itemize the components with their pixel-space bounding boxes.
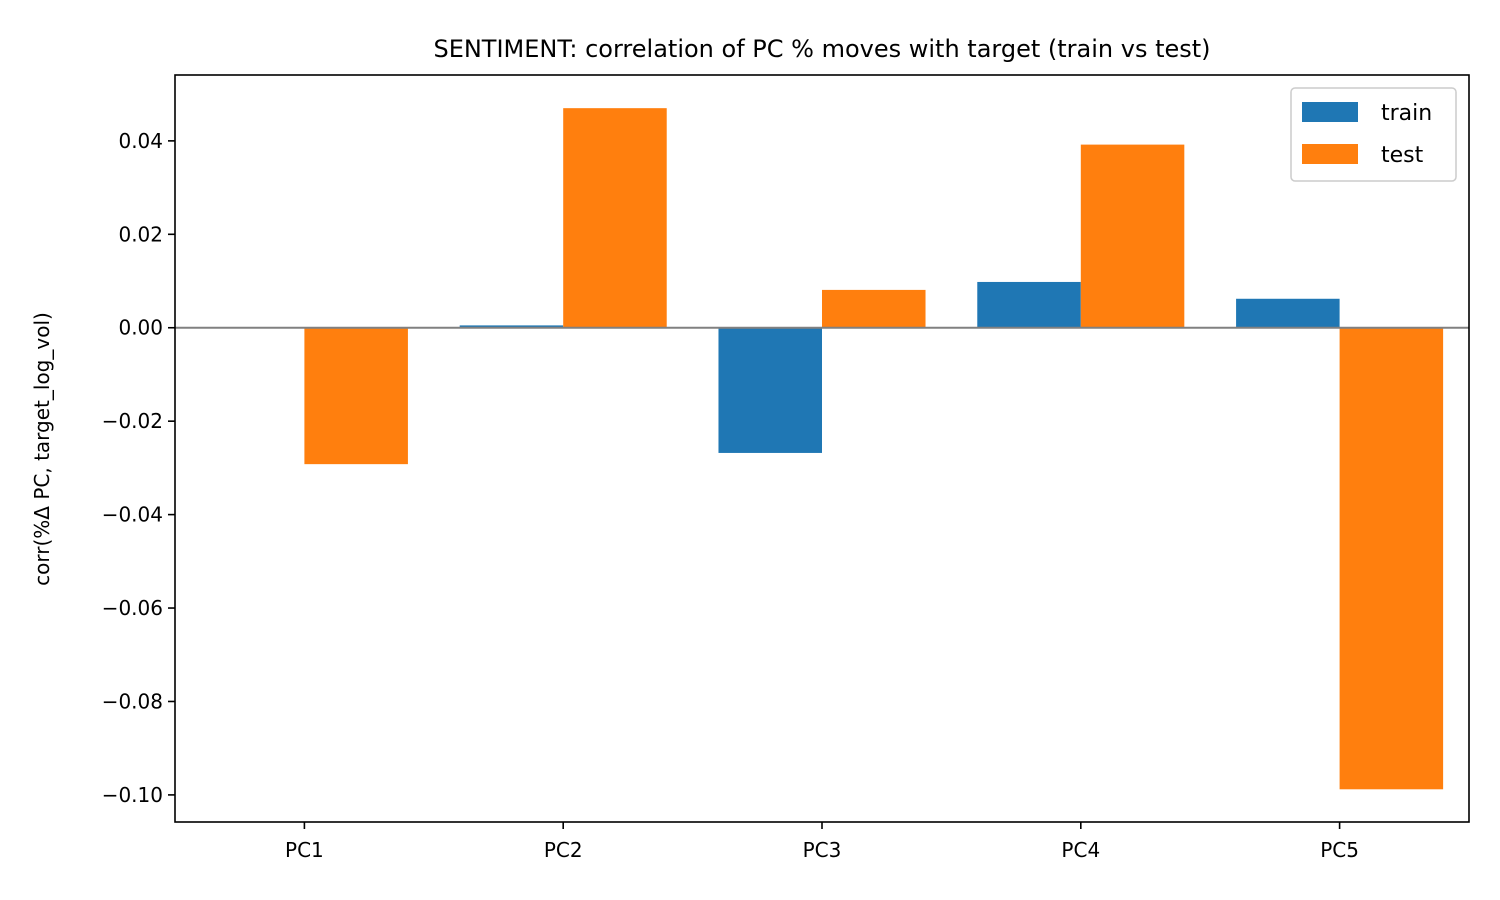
bar-train-pc4 [977,281,1081,328]
y-tick-label: −0.04 [102,503,163,527]
y-tick-label: −0.08 [102,689,163,713]
bar-train-pc5 [1236,298,1340,328]
bar-test-pc2 [563,108,667,328]
bar-test-pc5 [1339,327,1444,790]
bar-train-pc3 [718,327,822,453]
legend-swatch-train [1302,102,1358,122]
y-tick-label: 0.02 [118,222,163,246]
y-tick-label: −0.06 [102,596,163,620]
x-tick-label-pc2: PC2 [544,838,583,862]
x-tick-label-pc1: PC1 [285,838,324,862]
x-tick-label-pc3: PC3 [803,838,842,862]
y-tick-label: −0.02 [102,409,163,433]
legend: train test [1290,87,1457,182]
y-tick-label: 0.00 [118,316,163,340]
bar-test-pc4 [1080,144,1185,328]
x-tick-label-pc5: PC5 [1320,838,1359,862]
legend-label-train: train [1381,101,1432,126]
legend-swatch-test [1302,144,1358,164]
plot-area: 0.04 0.02 0.00 −0.02 −0.04 −0.06 −0.08 −0.10 PC1… [102,74,1470,862]
y-axis-label: corr(%Δ PC, target_log_vol) [30,312,54,586]
y-tick-label: −0.10 [102,783,163,807]
bar-train-pc2 [459,325,564,328]
y-tick-label: 0.04 [118,129,163,153]
x-tick-label-pc4: PC4 [1061,838,1100,862]
legend-label-test: test [1381,143,1424,168]
chart-title: SENTIMENT: correlation of PC % moves wit… [433,35,1210,63]
bar-test-pc3 [822,289,926,328]
bar-test-pc1 [304,327,408,465]
